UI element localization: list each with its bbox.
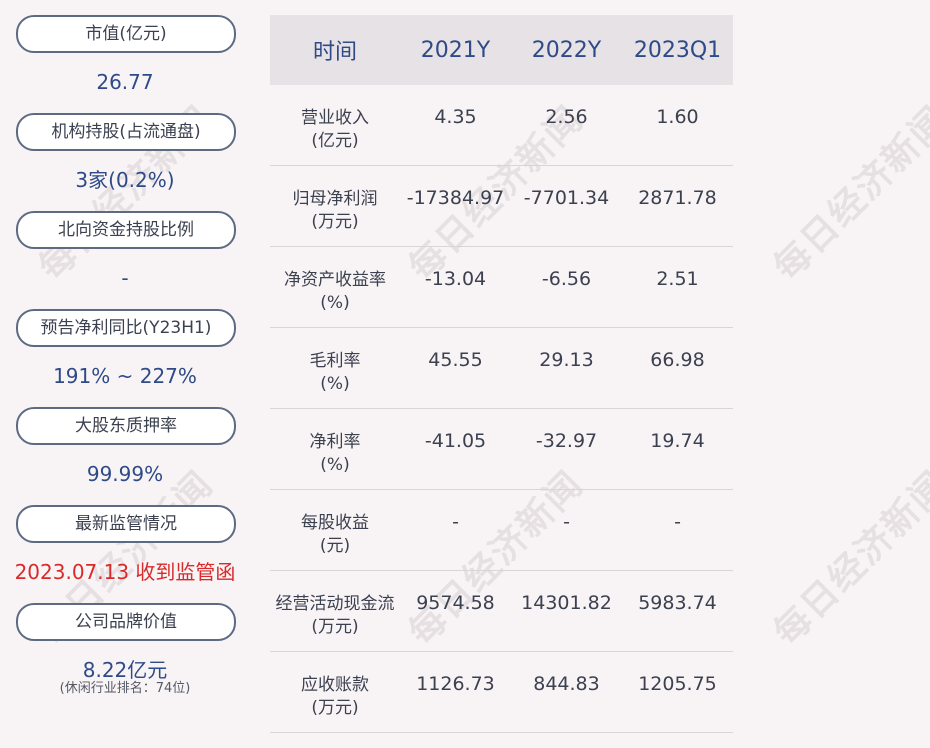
- header-2022y: 2022Y: [531, 37, 602, 63]
- row-label: 毛利率 (%): [309, 351, 361, 394]
- regulatory-status-label: 最新监管情况: [16, 505, 236, 543]
- watermark: 每日经济新闻: [766, 98, 930, 289]
- table-row: 归母净利润 (万元) -17384.97 -7701.34 2871.78: [270, 166, 733, 247]
- row-label: 净资产收益率 (%): [284, 270, 386, 313]
- table-row: 净利率 (%) -41.05 -32.97 19.74: [270, 409, 733, 490]
- table-cell: 2.51: [656, 268, 699, 290]
- table-row: 经营活动现金流 (万元) 9574.58 14301.82 5983.74: [270, 571, 733, 652]
- table-cell: -17384.97: [406, 187, 505, 209]
- header-2023q1: 2023Q1: [633, 37, 722, 63]
- forecast-profit-value: 191% ~ 227%: [53, 364, 197, 388]
- table-cell: 45.55: [428, 349, 483, 371]
- table-row: 营业收入 (亿元) 4.35 2.56 1.60: [270, 85, 733, 166]
- table-header: 时间 2021Y 2022Y 2023Q1: [270, 15, 733, 85]
- pledge-ratio-label: 大股东质押率: [16, 407, 236, 445]
- row-label: 归母净利润 (万元): [292, 189, 378, 232]
- table-cell: -41.05: [424, 430, 487, 452]
- table-cell: 844.83: [533, 673, 600, 695]
- row-label: 每股收益 (元): [301, 513, 369, 556]
- table-cell: 1.60: [656, 106, 699, 128]
- table-cell: 2.56: [545, 106, 588, 128]
- regulatory-status-value: 2023.07.13 收到监管函: [14, 560, 236, 584]
- table-cell: -: [452, 511, 459, 533]
- table-cell: 19.74: [650, 430, 705, 452]
- table-cell: -: [563, 511, 570, 533]
- row-label: 经营活动现金流 (万元): [275, 594, 395, 637]
- table-cell: 4.35: [434, 106, 477, 128]
- market-cap-label: 市值(亿元): [16, 15, 236, 53]
- table-cell: -32.97: [535, 430, 598, 452]
- row-label: 净利率 (%): [309, 432, 361, 475]
- forecast-profit-label: 预告净利同比(Y23H1): [16, 309, 236, 347]
- institutional-holding-label: 机构持股(占流通盘): [16, 113, 236, 151]
- table-row: 每股收益 (元) - - -: [270, 490, 733, 571]
- table-cell: 1126.73: [416, 673, 495, 695]
- table-cell: -13.04: [424, 268, 487, 290]
- financial-table: 时间 2021Y 2022Y 2023Q1 营业收入 (亿元) 4.35 2.56…: [270, 15, 733, 733]
- table-cell: 14301.82: [521, 592, 612, 614]
- watermark: 每日经济新闻: [766, 463, 930, 654]
- table-cell: -: [674, 511, 681, 533]
- table-cell: 2871.78: [638, 187, 717, 209]
- table-cell: 29.13: [539, 349, 594, 371]
- table-row: 毛利率 (%) 45.55 29.13 66.98: [270, 328, 733, 409]
- brand-value-value: 8.22亿元: [82, 658, 168, 682]
- row-label: 应收账款 (万元): [301, 675, 369, 718]
- header-period: 时间: [312, 40, 357, 65]
- table-cell: -6.56: [541, 268, 592, 290]
- northbound-holding-value: -: [121, 266, 129, 290]
- brand-rank-note: (休闲行业排名：74位): [59, 681, 191, 696]
- table-cell: -7701.34: [523, 187, 610, 209]
- institutional-holding-value: 3家(0.2%): [75, 168, 175, 192]
- row-label: 营业收入 (亿元): [301, 108, 369, 151]
- table-row: 净资产收益率 (%) -13.04 -6.56 2.51: [270, 247, 733, 328]
- table-cell: 66.98: [650, 349, 705, 371]
- brand-value-label: 公司品牌价值: [16, 603, 236, 641]
- table-cell: 5983.74: [638, 592, 717, 614]
- pledge-ratio-value: 99.99%: [86, 462, 164, 486]
- header-2021y: 2021Y: [420, 37, 491, 63]
- table-row: 应收账款 (万元) 1126.73 844.83 1205.75: [270, 652, 733, 733]
- northbound-holding-label: 北向资金持股比例: [16, 211, 236, 249]
- table-cell: 9574.58: [416, 592, 495, 614]
- market-cap-value: 26.77: [96, 70, 154, 94]
- table-cell: 1205.75: [638, 673, 717, 695]
